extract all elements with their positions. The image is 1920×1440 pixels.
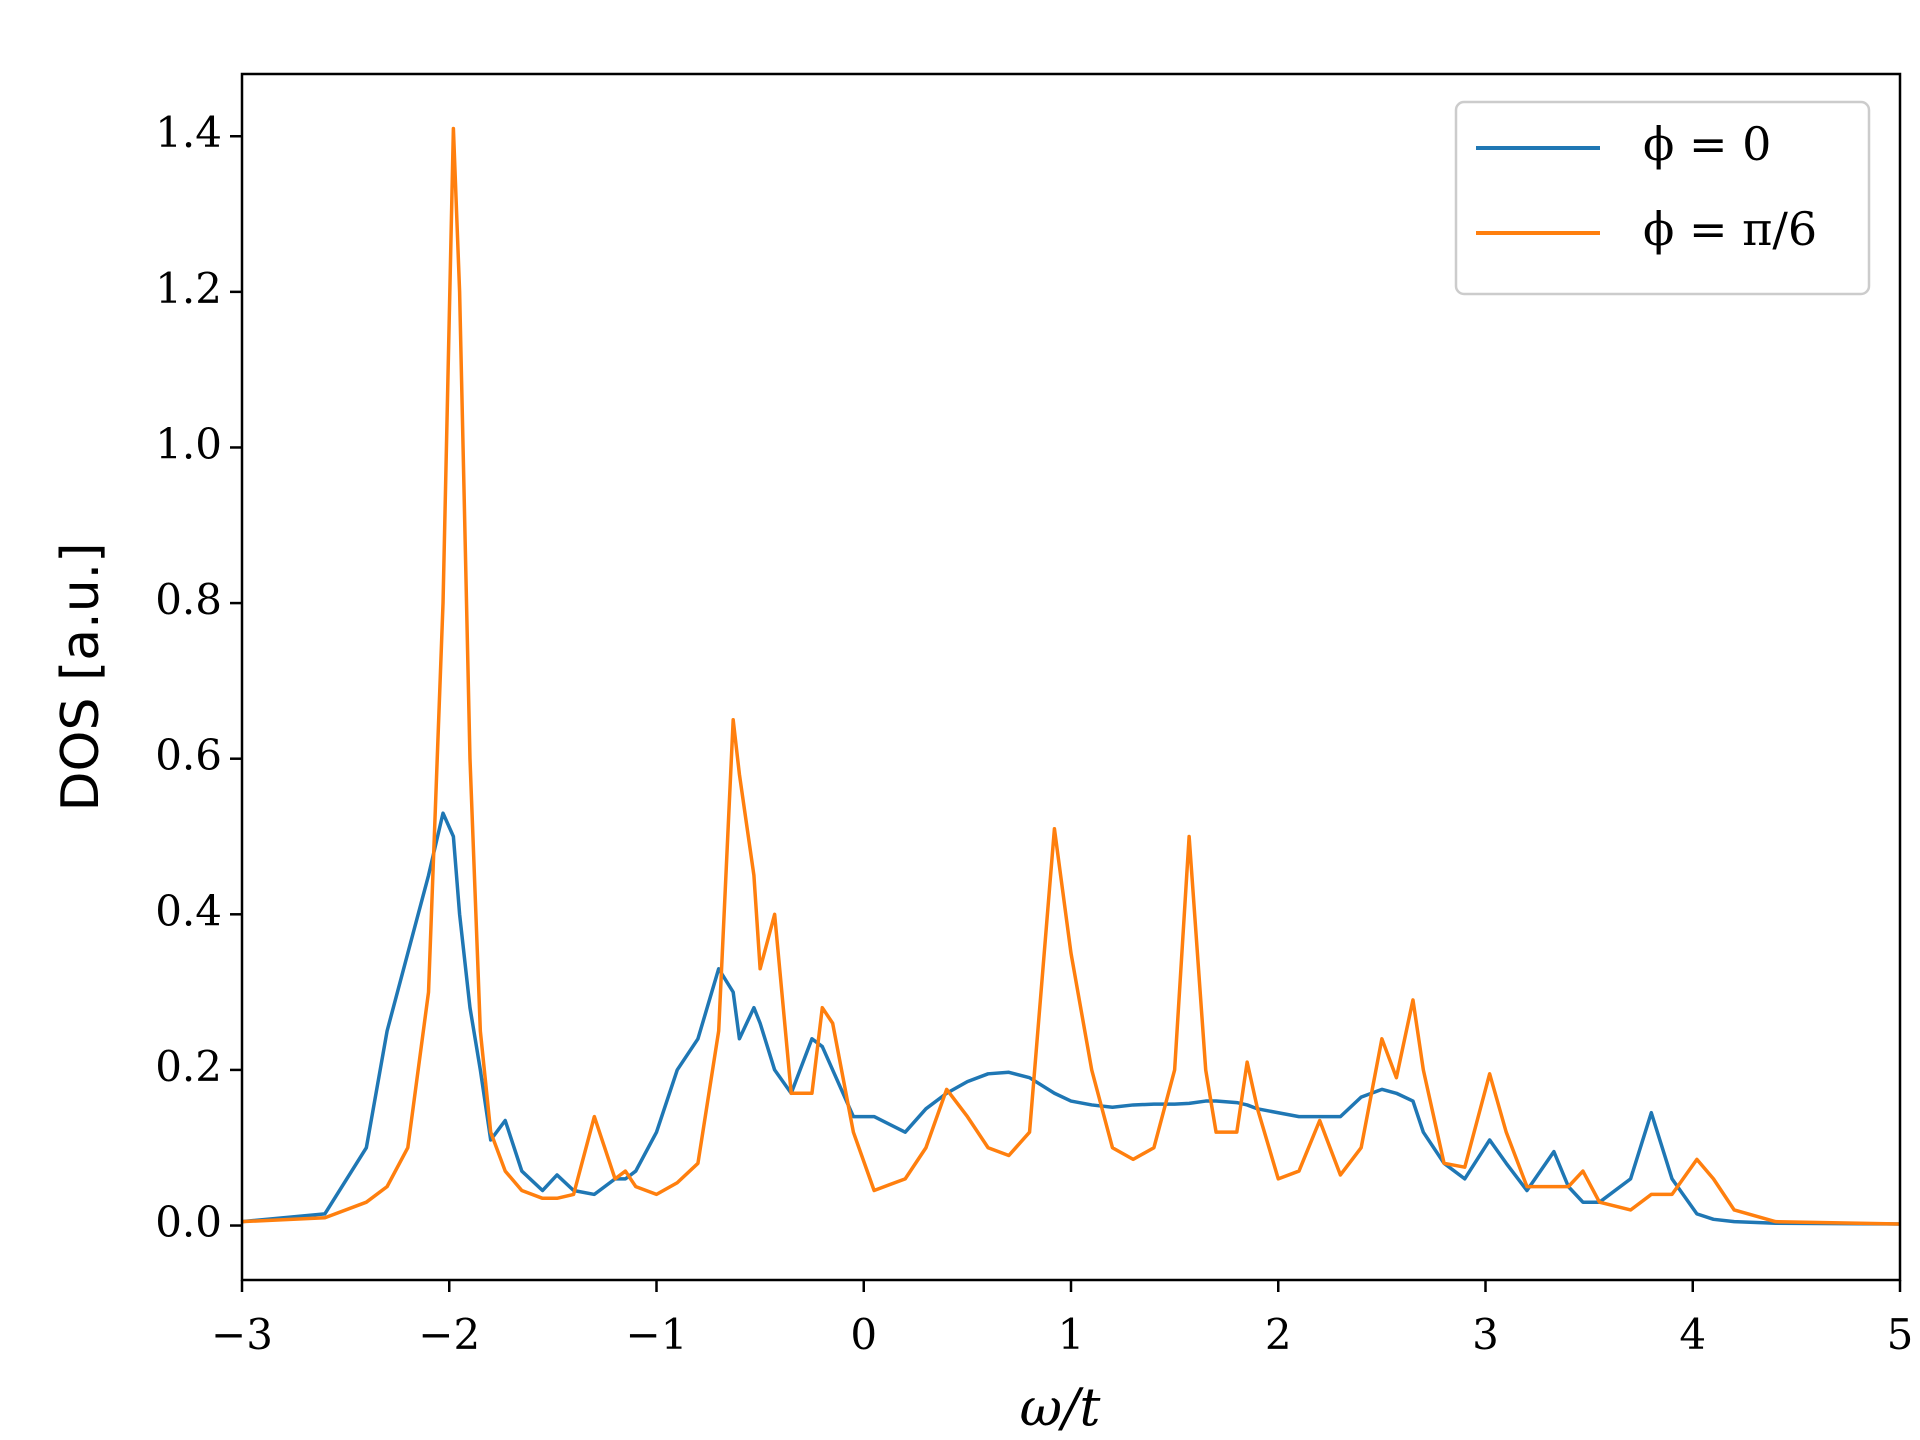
y-tick-label: 0.0 [155, 1198, 222, 1247]
x-tick-label: 1 [1058, 1310, 1085, 1359]
x-tick-label: 4 [1679, 1310, 1706, 1359]
legend-label: ϕ = 0 [1643, 117, 1771, 171]
y-tick-label: 0.2 [155, 1042, 222, 1091]
y-tick-label: 1.4 [155, 108, 222, 157]
x-tick-label: 5 [1887, 1310, 1914, 1359]
x-tick-label: −2 [418, 1310, 480, 1359]
series-line [242, 126, 1900, 1226]
plot-area [242, 126, 1900, 1226]
series-line [242, 811, 1900, 1226]
y-tick-label: 0.8 [155, 575, 222, 624]
y-tick-label: 1.2 [155, 264, 222, 313]
y-tick-label: 1.0 [155, 419, 222, 468]
x-tick-label: −3 [211, 1310, 273, 1359]
y-axis-label: DOS [a.u.] [51, 543, 111, 812]
legend-label: ϕ = π/6 [1643, 202, 1817, 256]
x-tick-label: 3 [1472, 1310, 1499, 1359]
x-axis-label: ω/t [1020, 1379, 1101, 1439]
x-tick-label: −1 [626, 1310, 688, 1359]
x-tick-label: 0 [850, 1310, 877, 1359]
y-tick-label: 0.6 [155, 731, 222, 780]
y-tick-label: 0.4 [155, 886, 222, 935]
x-tick-label: 2 [1265, 1310, 1292, 1359]
